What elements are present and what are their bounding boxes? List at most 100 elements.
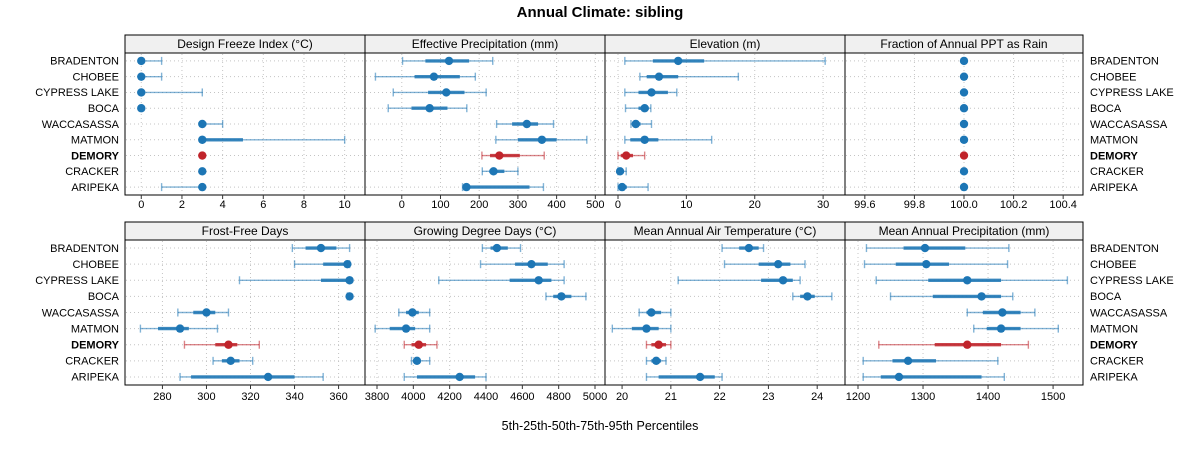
median-dot-chobee[interactable] [959,72,969,81]
site-label-right-cracker: CRACKER [1090,356,1144,368]
strip-title-mean-annual-precipitation-mm: Mean Annual Precipitation (mm) [879,224,1050,238]
median-dot-cypress-lake[interactable] [534,276,543,285]
median-dot-chobee[interactable] [654,72,664,81]
strip-mean-annual-precipitation-mm [844,221,1084,241]
median-dot-cracker[interactable] [959,167,969,176]
axis-tick-label: 1300 [911,391,935,403]
median-dot-chobee[interactable] [137,72,146,81]
median-dot-aripeka[interactable] [617,182,627,192]
median-dot-aripeka[interactable] [455,372,464,382]
median-dot-bradenton[interactable] [492,243,502,253]
axis-tick-label: 1500 [1041,391,1065,403]
median-dot-matmon[interactable] [640,135,649,144]
median-dot-demory[interactable] [654,340,663,349]
axis-tick-label: 300 [509,199,527,211]
axis-tick-label: 99.6 [854,199,875,211]
median-dot-boca[interactable] [345,292,354,301]
median-dot-bradenton[interactable] [920,243,930,253]
site-label-right-demory: DEMORY [1090,340,1139,352]
median-dot-boca[interactable] [640,104,649,113]
panel-mean-annual-precipitation-mm: Mean Annual Precipitation (mm) 1200 1300 14… [844,221,1084,403]
median-dot-matmon[interactable] [996,324,1006,333]
median-dot-cypress-lake[interactable] [345,276,354,285]
median-dot-cypress-lake[interactable] [963,276,972,285]
axis-tick-label: 23 [762,391,774,403]
axis-tick-label: 0 [615,199,621,211]
median-dot-waccasassa[interactable] [647,308,656,317]
median-dot-demory[interactable] [621,151,631,160]
axis-tick-label: 4600 [510,391,534,403]
site-label-right-bradenton: BRADENTON [1090,56,1159,68]
median-dot-bradenton[interactable] [744,243,754,253]
median-dot-matmon[interactable] [959,135,969,144]
median-dot-boca[interactable] [137,104,146,113]
median-dot-matmon[interactable] [642,324,651,333]
median-dot-chobee[interactable] [527,259,536,269]
strip-fraction-of-annual-ppt-as-rain [844,34,1084,54]
axis-tick-label: 100.0 [950,199,978,211]
median-dot-cracker[interactable] [903,356,913,366]
median-dot-aripeka[interactable] [462,182,471,192]
median-dot-waccasassa[interactable] [522,119,532,129]
median-dot-demory[interactable] [224,340,233,349]
median-dot-cypress-lake[interactable] [647,88,656,97]
median-dot-cracker[interactable] [615,167,625,176]
median-dot-waccasassa[interactable] [959,119,969,129]
median-dot-cypress-lake[interactable] [778,276,788,285]
site-label-right-boca: BOCA [1090,103,1122,115]
median-dot-chobee[interactable] [343,259,352,269]
median-dot-bradenton[interactable] [316,243,326,253]
site-label-left-demory: DEMORY [71,150,120,162]
median-dot-demory[interactable] [963,340,972,349]
median-dot-boca[interactable] [959,104,969,113]
median-dot-boca[interactable] [425,104,434,113]
median-dot-matmon[interactable] [401,324,411,333]
median-dot-aripeka[interactable] [959,182,969,192]
site-label-right-aripeka: ARIPEKA [1090,182,1138,194]
median-dot-cypress-lake[interactable] [959,88,969,97]
median-dot-waccasassa[interactable] [408,308,417,317]
strip-title-elevation-m: Elevation (m) [690,37,761,51]
median-dot-cypress-lake[interactable] [442,88,451,97]
median-dot-waccasassa[interactable] [198,119,207,129]
axis-tick-label: 21 [665,391,677,403]
median-dot-cracker[interactable] [489,167,498,176]
median-dot-cracker[interactable] [226,356,235,366]
median-dot-bradenton[interactable] [959,56,969,66]
axis-tick-label: 5000 [583,391,607,403]
median-dot-cracker[interactable] [412,356,422,366]
median-dot-matmon[interactable] [175,324,185,333]
median-dot-waccasassa[interactable] [998,308,1007,317]
strip-title-frost-free-days: Frost-Free Days [202,224,289,238]
median-dot-cracker[interactable] [198,167,207,176]
median-dot-demory[interactable] [198,151,207,160]
median-dot-waccasassa[interactable] [631,119,640,129]
median-dot-cypress-lake[interactable] [137,88,146,97]
median-dot-aripeka[interactable] [198,182,207,192]
median-dot-boca[interactable] [557,292,566,301]
median-dot-boca[interactable] [977,292,986,301]
median-dot-bradenton[interactable] [137,56,146,66]
median-dot-waccasassa[interactable] [202,308,211,317]
median-dot-chobee[interactable] [429,72,439,81]
median-dot-demory[interactable] [495,151,504,160]
median-dot-bradenton[interactable] [444,56,454,66]
median-dot-cracker[interactable] [652,356,661,366]
median-dot-matmon[interactable] [537,135,547,144]
axis-tick-label: 1200 [846,391,870,403]
site-label-right-boca: BOCA [1090,291,1122,303]
site-label-right-cypress-lake: CYPRESS LAKE [1090,87,1174,99]
median-dot-aripeka[interactable] [263,372,273,382]
median-dot-aripeka[interactable] [894,372,904,382]
median-dot-demory[interactable] [959,151,969,160]
median-dot-aripeka[interactable] [695,372,705,382]
axis-tick-label: 0 [399,199,405,211]
median-dot-bradenton[interactable] [673,56,683,66]
median-dot-matmon[interactable] [198,135,207,144]
median-dot-demory[interactable] [414,340,423,349]
median-dot-chobee[interactable] [773,259,783,269]
median-dot-chobee[interactable] [922,259,931,269]
axis-tick-label: 400 [547,199,565,211]
median-dot-boca[interactable] [803,292,812,301]
x-axis-caption: 5th-25th-50th-75th-95th Percentiles [501,419,699,433]
